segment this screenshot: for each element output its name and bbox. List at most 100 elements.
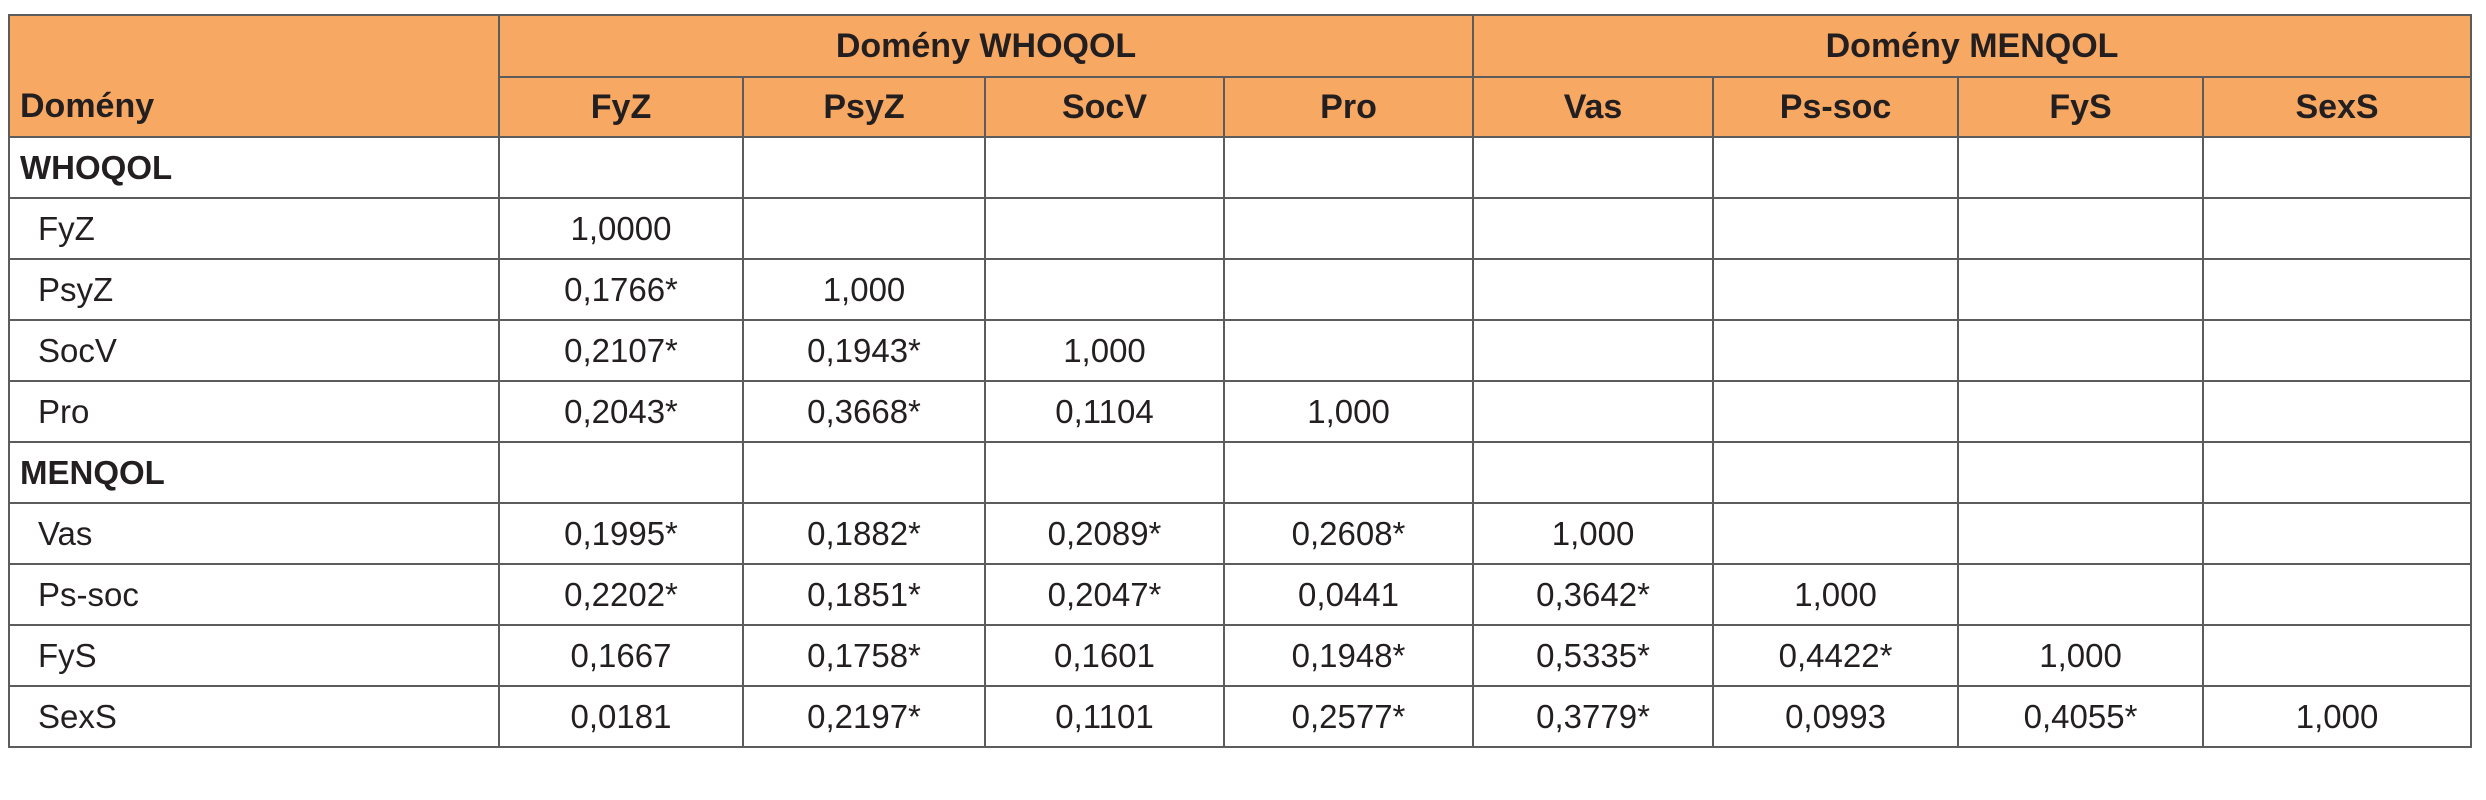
correlation-cell: 0,1882* xyxy=(742,502,986,565)
correlation-cell: 1,000 xyxy=(2202,685,2473,748)
empty-cell xyxy=(984,258,1225,321)
row-label: SocV xyxy=(8,319,500,382)
row-label: Ps-soc xyxy=(8,563,500,626)
correlation-cell: 0,3642* xyxy=(1472,563,1715,626)
empty-cell xyxy=(984,441,1225,504)
empty-cell xyxy=(1712,502,1960,565)
column-header-fys: FyS xyxy=(1957,76,2205,138)
correlation-cell: 0,4055* xyxy=(1957,685,2205,748)
group-header-whoqol: Domény WHOQOL xyxy=(497,14,1475,78)
correlation-cell: 0,1601 xyxy=(984,624,1225,687)
empty-cell xyxy=(2202,319,2473,382)
row-label: Pro xyxy=(8,380,500,443)
correlation-cell: 0,2577* xyxy=(1222,685,1475,748)
correlation-cell: 0,1948* xyxy=(1222,624,1475,687)
empty-cell xyxy=(2202,197,2473,260)
empty-cell xyxy=(2202,441,2473,504)
section-row: WHOQOL xyxy=(8,136,2473,199)
correlation-cell: 1,000 xyxy=(1957,624,2205,687)
correlation-cell: 0,2197* xyxy=(742,685,986,748)
empty-cell xyxy=(1957,258,2205,321)
section-row: MENQOL xyxy=(8,441,2473,504)
group-header-menqol: Domény MENQOL xyxy=(1472,14,2473,78)
table-row: PsyZ 0,1766* 1,000 xyxy=(8,258,2473,321)
empty-cell xyxy=(1957,197,2205,260)
empty-cell xyxy=(1222,319,1475,382)
column-header-vas: Vas xyxy=(1472,76,1715,138)
empty-cell xyxy=(1712,197,1960,260)
correlation-cell: 0,0993 xyxy=(1712,685,1960,748)
row-label: Vas xyxy=(8,502,500,565)
column-header-fyz: FyZ xyxy=(498,76,744,138)
empty-cell xyxy=(1472,258,1715,321)
column-header-row: FyZ PsyZ SocV Pro Vas Ps-soc FyS SexS xyxy=(9,76,2473,138)
row-label: SexS xyxy=(8,685,500,748)
empty-cell xyxy=(1957,502,2205,565)
empty-cell xyxy=(2202,258,2473,321)
empty-cell xyxy=(984,136,1225,199)
correlation-cell: 0,2089* xyxy=(984,502,1225,565)
empty-cell xyxy=(1712,380,1960,443)
empty-cell xyxy=(1472,197,1715,260)
column-header-socv: SocV xyxy=(984,76,1225,138)
table-row: SocV 0,2107* 0,1943* 1,000 xyxy=(8,319,2473,382)
column-header-pro: Pro xyxy=(1222,76,1475,138)
correlation-cell: 1,0000 xyxy=(498,197,744,260)
empty-cell xyxy=(742,441,986,504)
table-row: FyS 0,1667 0,1758* 0,1601 0,1948* 0,5335* 0,44… xyxy=(8,624,2473,687)
empty-cell xyxy=(1712,319,1960,382)
correlation-table: Domény Domény WHOQOL Domény MENQOL FyZ P… xyxy=(8,14,2473,748)
empty-cell xyxy=(1472,380,1715,443)
correlation-cell: 0,1104 xyxy=(984,380,1225,443)
correlation-cell: 0,1995* xyxy=(498,502,744,565)
correlation-cell: 0,1943* xyxy=(742,319,986,382)
table-row: FyZ 1,0000 xyxy=(8,197,2473,260)
section-label: WHOQOL xyxy=(8,136,500,199)
correlation-cell: 0,3779* xyxy=(1472,685,1715,748)
empty-cell xyxy=(1957,441,2205,504)
row-label: PsyZ xyxy=(8,258,500,321)
row-label: FyS xyxy=(8,624,500,687)
correlation-cell: 0,3668* xyxy=(742,380,986,443)
empty-cell xyxy=(1712,441,1960,504)
section-label: MENQOL xyxy=(8,441,500,504)
empty-cell xyxy=(1957,380,2205,443)
correlation-cell: 0,2202* xyxy=(498,563,744,626)
correlation-cell: 0,2107* xyxy=(498,319,744,382)
empty-cell xyxy=(1712,136,1960,199)
correlation-cell: 0,2043* xyxy=(498,380,744,443)
correlation-cell: 0,1766* xyxy=(498,258,744,321)
empty-cell xyxy=(1472,136,1715,199)
empty-cell xyxy=(2202,624,2473,687)
empty-cell xyxy=(2202,136,2473,199)
correlation-cell: 0,2047* xyxy=(984,563,1225,626)
empty-cell xyxy=(1222,197,1475,260)
correlation-cell: 0,1851* xyxy=(742,563,986,626)
correlation-cell: 0,2608* xyxy=(1222,502,1475,565)
group-header-row: Domény Domény WHOQOL Domény MENQOL xyxy=(8,14,2473,138)
correlation-cell: 0,1101 xyxy=(984,685,1225,748)
row-label: FyZ xyxy=(8,197,500,260)
corner-header: Domény xyxy=(8,14,500,138)
correlation-cell: 1,000 xyxy=(1472,502,1715,565)
column-header-sexs: SexS xyxy=(2202,76,2473,138)
empty-cell xyxy=(1712,258,1960,321)
empty-cell xyxy=(1222,136,1475,199)
correlation-cell: 1,000 xyxy=(742,258,986,321)
empty-cell xyxy=(1957,136,2205,199)
empty-cell xyxy=(1472,441,1715,504)
empty-cell xyxy=(498,441,744,504)
empty-cell xyxy=(1957,563,2205,626)
empty-cell xyxy=(1957,319,2205,382)
empty-cell xyxy=(2202,563,2473,626)
table-body: WHOQOL FyZ 1,0000 PsyZ 0,1766* 1,000 SocV 0,210… xyxy=(8,136,2473,748)
empty-cell xyxy=(984,197,1225,260)
empty-cell xyxy=(742,136,986,199)
empty-cell xyxy=(742,197,986,260)
empty-cell xyxy=(1472,319,1715,382)
correlation-table-container: Domény Domény WHOQOL Domény MENQOL FyZ P… xyxy=(8,14,2473,748)
correlation-cell: 0,0181 xyxy=(498,685,744,748)
table-row: Pro 0,2043* 0,3668* 0,1104 1,000 xyxy=(8,380,2473,443)
column-header-psyz: PsyZ xyxy=(742,76,986,138)
empty-cell xyxy=(1222,258,1475,321)
